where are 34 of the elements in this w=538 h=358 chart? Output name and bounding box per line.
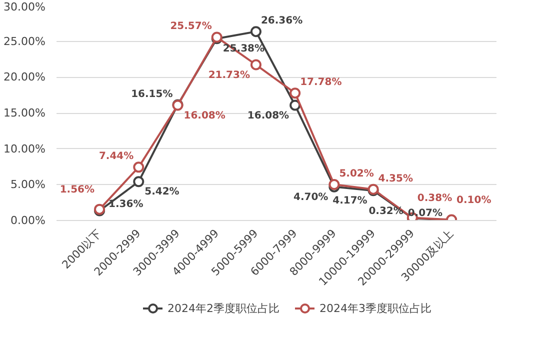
y-tick-label: 20.00% (4, 70, 46, 84)
point (133, 176, 144, 188)
data-label: 0.32% (368, 206, 404, 218)
data-label: 4.35% (378, 173, 414, 184)
data-label: 5.02% (339, 168, 374, 180)
data-label: 5.42% (144, 186, 180, 198)
legend-label: 2024年3季度职位占比 (320, 300, 432, 316)
point (290, 100, 301, 111)
data-label: 1.56% (60, 184, 95, 196)
data-label: 0.07% (408, 208, 443, 219)
point (290, 88, 301, 99)
y-tick-label: 25.00% (4, 34, 46, 48)
y-tick-label: 10.00% (4, 142, 46, 156)
data-label: 21.73% (208, 70, 250, 81)
y-tick-label: 0.00% (10, 214, 46, 227)
data-label: 25.57% (170, 21, 212, 32)
data-label: 16.08% (184, 110, 226, 122)
data-label: 26.36% (260, 16, 303, 27)
data-label: 1.36% (108, 198, 144, 210)
data-label: 7.44% (98, 151, 134, 162)
data-label: 0.38% (417, 192, 452, 204)
data-label: 0.10% (456, 194, 492, 206)
data-label: 16.15% (131, 88, 173, 100)
data-label: 4.70% (293, 192, 328, 203)
point (250, 26, 262, 38)
y-tick-label: 15.00% (4, 106, 46, 120)
y-tick-label: 30.00% (4, 0, 46, 14)
data-label: 4.17% (332, 196, 368, 207)
legend-label: 2024年2季度职位占比 (168, 300, 280, 316)
y-tick-label: 5.00% (10, 178, 46, 192)
data-label: 16.08% (247, 110, 290, 122)
data-label: 17.78% (300, 77, 342, 88)
point (250, 59, 262, 70)
point (133, 162, 144, 173)
